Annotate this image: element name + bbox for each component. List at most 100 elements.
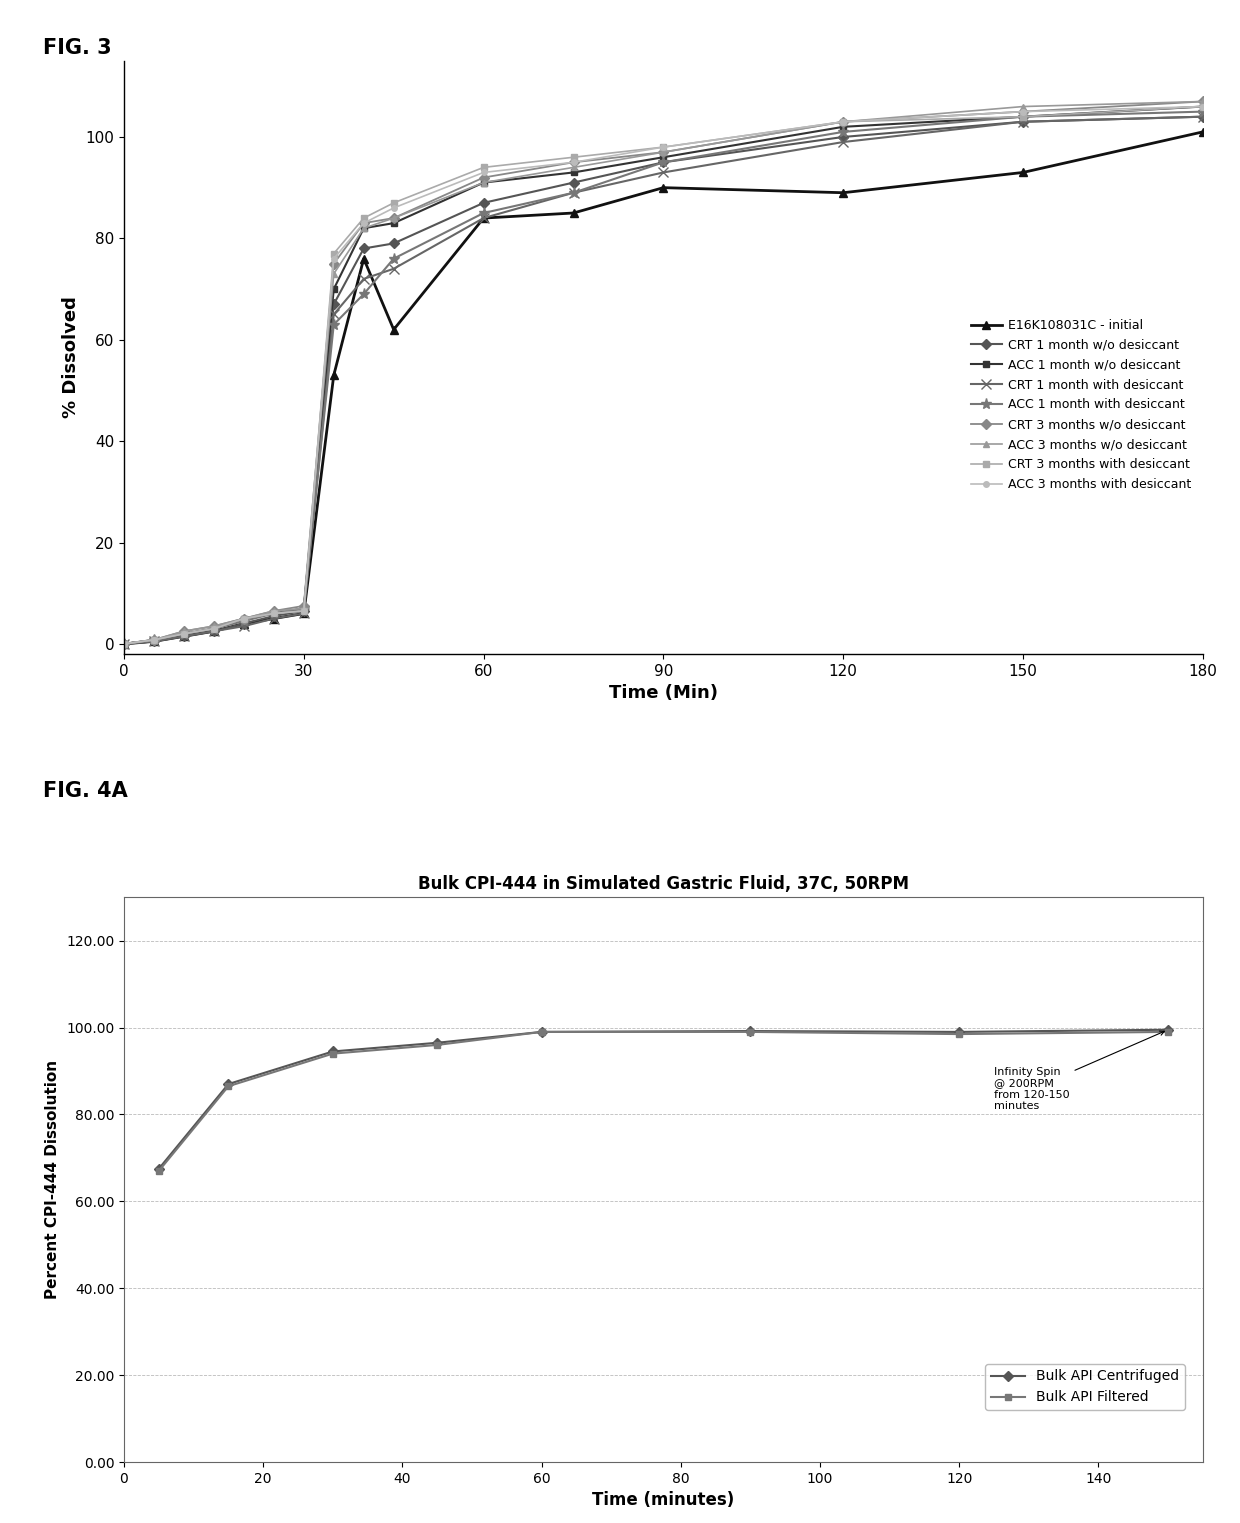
CRT 1 month w/o desiccant bbox=[146, 632, 161, 650]
ACC 1 month with desiccant bbox=[565, 184, 580, 203]
CRT 3 months with desiccant bbox=[296, 602, 311, 620]
Bulk API Centrifuged bbox=[1161, 1020, 1176, 1039]
E16K108031C - initial bbox=[267, 609, 281, 627]
ACC 3 months with desiccant bbox=[656, 139, 671, 157]
E16K108031C - initial bbox=[1195, 123, 1210, 142]
CRT 3 months with desiccant bbox=[326, 244, 341, 262]
ACC 1 month w/o desiccant bbox=[1016, 108, 1030, 126]
Line: ACC 1 month with desiccant: ACC 1 month with desiccant bbox=[119, 107, 1208, 649]
ACC 3 months with desiccant bbox=[206, 620, 221, 638]
Y-axis label: Percent CPI-444 Dissolution: Percent CPI-444 Dissolution bbox=[46, 1060, 61, 1299]
ACC 3 months w/o desiccant bbox=[387, 209, 402, 227]
ACC 1 month with desiccant bbox=[836, 123, 851, 142]
CRT 3 months with desiccant bbox=[387, 193, 402, 212]
ACC 3 months with desiccant bbox=[387, 200, 402, 218]
ACC 1 month with desiccant bbox=[267, 605, 281, 623]
ACC 1 month w/o desiccant bbox=[117, 635, 131, 653]
Y-axis label: % Dissolved: % Dissolved bbox=[62, 297, 79, 419]
Line: CRT 3 months w/o desiccant: CRT 3 months w/o desiccant bbox=[120, 97, 1207, 647]
Bulk API Centrifuged bbox=[952, 1023, 967, 1042]
CRT 1 month w/o desiccant bbox=[476, 193, 491, 212]
Text: FIG. 3: FIG. 3 bbox=[43, 38, 112, 58]
CRT 3 months w/o desiccant bbox=[1195, 93, 1210, 111]
CRT 1 month with desiccant bbox=[237, 617, 252, 635]
ACC 1 month w/o desiccant bbox=[237, 609, 252, 627]
ACC 3 months w/o desiccant bbox=[237, 609, 252, 627]
ACC 3 months w/o desiccant bbox=[476, 174, 491, 192]
E16K108031C - initial bbox=[356, 250, 371, 268]
ACC 1 month with desiccant bbox=[1016, 108, 1030, 126]
CRT 1 month with desiccant bbox=[387, 259, 402, 277]
ACC 3 months w/o desiccant bbox=[565, 158, 580, 177]
Bulk API Filtered bbox=[534, 1023, 549, 1042]
ACC 3 months w/o desiccant bbox=[326, 265, 341, 283]
CRT 3 months with desiccant bbox=[836, 113, 851, 131]
CRT 1 month with desiccant bbox=[565, 184, 580, 203]
E16K108031C - initial bbox=[146, 632, 161, 650]
ACC 3 months w/o desiccant bbox=[146, 631, 161, 649]
ACC 3 months with desiccant bbox=[476, 163, 491, 181]
X-axis label: Time (Min): Time (Min) bbox=[609, 684, 718, 702]
CRT 3 months with desiccant bbox=[176, 624, 191, 643]
ACC 1 month w/o desiccant bbox=[176, 624, 191, 643]
CRT 1 month w/o desiccant bbox=[836, 128, 851, 146]
Bulk API Centrifuged bbox=[221, 1075, 236, 1094]
CRT 3 months with desiccant bbox=[656, 139, 671, 157]
Bulk API Filtered bbox=[430, 1036, 445, 1054]
CRT 1 month with desiccant bbox=[326, 305, 341, 323]
ACC 3 months with desiccant bbox=[117, 635, 131, 653]
E16K108031C - initial bbox=[565, 204, 580, 222]
ACC 1 month with desiccant bbox=[356, 285, 371, 303]
ACC 3 months with desiccant bbox=[1016, 102, 1030, 120]
CRT 1 month w/o desiccant bbox=[117, 635, 131, 653]
CRT 1 month w/o desiccant bbox=[237, 614, 252, 632]
CRT 1 month w/o desiccant bbox=[1016, 113, 1030, 131]
Line: CRT 1 month with desiccant: CRT 1 month with desiccant bbox=[119, 111, 1208, 649]
E16K108031C - initial bbox=[387, 320, 402, 338]
Bulk API Filtered bbox=[743, 1023, 758, 1042]
Line: ACC 1 month w/o desiccant: ACC 1 month w/o desiccant bbox=[120, 104, 1207, 647]
Text: Infinity Spin
@ 200RPM
from 120-150
minutes: Infinity Spin @ 200RPM from 120-150 minu… bbox=[994, 1031, 1164, 1112]
CRT 1 month with desiccant bbox=[206, 621, 221, 640]
CRT 1 month w/o desiccant bbox=[326, 295, 341, 314]
CRT 1 month with desiccant bbox=[656, 163, 671, 181]
Line: E16K108031C - initial: E16K108031C - initial bbox=[120, 128, 1207, 649]
X-axis label: Time (minutes): Time (minutes) bbox=[593, 1491, 734, 1509]
Bulk API Centrifuged bbox=[743, 1022, 758, 1040]
ACC 1 month with desiccant bbox=[176, 624, 191, 643]
ACC 3 months w/o desiccant bbox=[296, 599, 311, 617]
Bulk API Filtered bbox=[952, 1025, 967, 1043]
ACC 1 month with desiccant bbox=[326, 315, 341, 334]
Line: Bulk API Centrifuged: Bulk API Centrifuged bbox=[155, 1027, 1172, 1173]
CRT 1 month with desiccant bbox=[267, 609, 281, 627]
E16K108031C - initial bbox=[206, 621, 221, 640]
ACC 3 months w/o desiccant bbox=[356, 219, 371, 238]
ACC 3 months with desiccant bbox=[1195, 97, 1210, 116]
ACC 3 months w/o desiccant bbox=[176, 621, 191, 640]
ACC 3 months with desiccant bbox=[356, 215, 371, 233]
CRT 1 month w/o desiccant bbox=[267, 606, 281, 624]
ACC 3 months with desiccant bbox=[296, 602, 311, 620]
CRT 3 months w/o desiccant bbox=[356, 215, 371, 233]
E16K108031C - initial bbox=[1016, 163, 1030, 181]
CRT 3 months with desiccant bbox=[356, 209, 371, 227]
Bulk API Centrifuged bbox=[430, 1034, 445, 1052]
ACC 3 months with desiccant bbox=[326, 250, 341, 268]
ACC 3 months w/o desiccant bbox=[1016, 97, 1030, 116]
CRT 3 months with desiccant bbox=[565, 148, 580, 166]
CRT 3 months with desiccant bbox=[476, 158, 491, 177]
CRT 3 months w/o desiccant bbox=[387, 209, 402, 227]
CRT 3 months with desiccant bbox=[1195, 97, 1210, 116]
ACC 1 month w/o desiccant bbox=[356, 219, 371, 238]
E16K108031C - initial bbox=[117, 635, 131, 653]
ACC 1 month w/o desiccant bbox=[565, 163, 580, 181]
CRT 3 months with desiccant bbox=[146, 631, 161, 649]
ACC 1 month w/o desiccant bbox=[1195, 97, 1210, 116]
CRT 3 months w/o desiccant bbox=[117, 635, 131, 653]
ACC 1 month with desiccant bbox=[146, 631, 161, 649]
ACC 3 months w/o desiccant bbox=[206, 617, 221, 635]
ACC 1 month w/o desiccant bbox=[387, 215, 402, 233]
CRT 1 month with desiccant bbox=[296, 605, 311, 623]
CRT 1 month with desiccant bbox=[1016, 113, 1030, 131]
Bulk API Filtered bbox=[151, 1162, 166, 1180]
